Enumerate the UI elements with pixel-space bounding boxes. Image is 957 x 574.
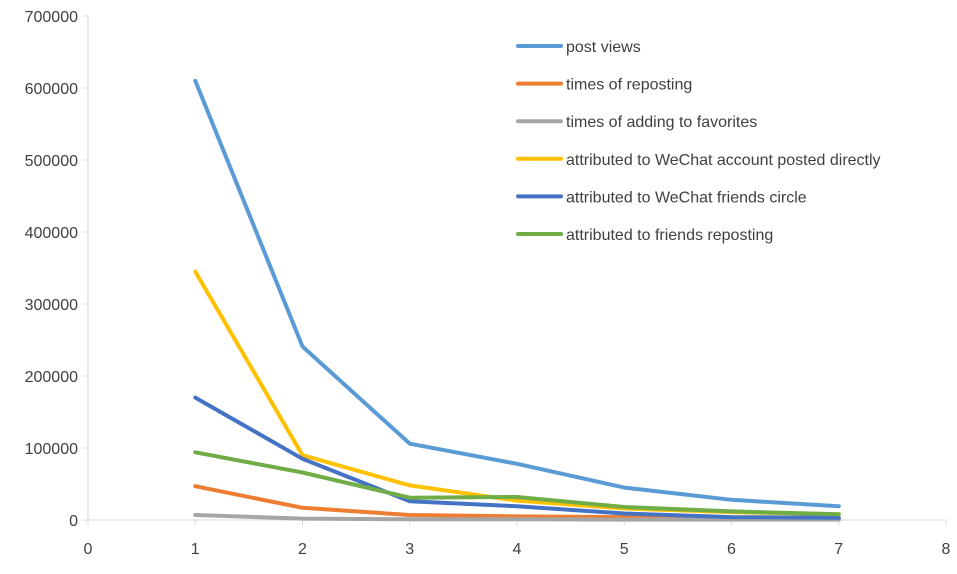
x-tick-label: 0 xyxy=(84,541,93,558)
series-line-4 xyxy=(193,269,841,517)
x-tick-label: 1 xyxy=(191,541,200,558)
x-tick-label: 6 xyxy=(727,541,736,558)
x-tick-label: 5 xyxy=(620,541,629,558)
tick-labels: 0 100000 200000 300000 400000 500000 600000 700… xyxy=(25,9,951,558)
legend-label: attributed to friends reposting xyxy=(566,227,773,244)
series-line-5 xyxy=(193,395,841,520)
x-tick-label: 7 xyxy=(834,541,843,558)
y-tick-label: 100000 xyxy=(25,441,78,458)
x-tick-label: 8 xyxy=(942,541,951,558)
y-tick-label: 500000 xyxy=(25,153,78,170)
y-tick-label: 600000 xyxy=(25,81,78,98)
x-tick-label: 2 xyxy=(298,541,307,558)
legend-label: attributed to WeChat friends circle xyxy=(566,189,807,206)
y-tick-label: 400000 xyxy=(25,225,78,242)
y-tick-label: 700000 xyxy=(25,9,78,26)
series-line-3 xyxy=(193,513,841,522)
legend-label: attributed to WeChat account posted dire… xyxy=(566,152,881,169)
axes xyxy=(87,16,946,521)
series-line-1 xyxy=(193,78,841,509)
y-tick-label: 200000 xyxy=(25,369,78,386)
legend: post views times of reposting times of add… xyxy=(516,39,881,244)
legend-label: post views xyxy=(566,39,641,56)
y-tick-label: 0 xyxy=(69,513,78,530)
y-tick-label: 300000 xyxy=(25,297,78,314)
series-lines xyxy=(193,78,841,522)
x-tick-label: 4 xyxy=(513,541,522,558)
x-tick-label: 3 xyxy=(405,541,414,558)
series-line-6 xyxy=(193,450,841,517)
legend-label: times of reposting xyxy=(566,77,692,94)
legend-label: times of adding to favorites xyxy=(566,114,757,131)
